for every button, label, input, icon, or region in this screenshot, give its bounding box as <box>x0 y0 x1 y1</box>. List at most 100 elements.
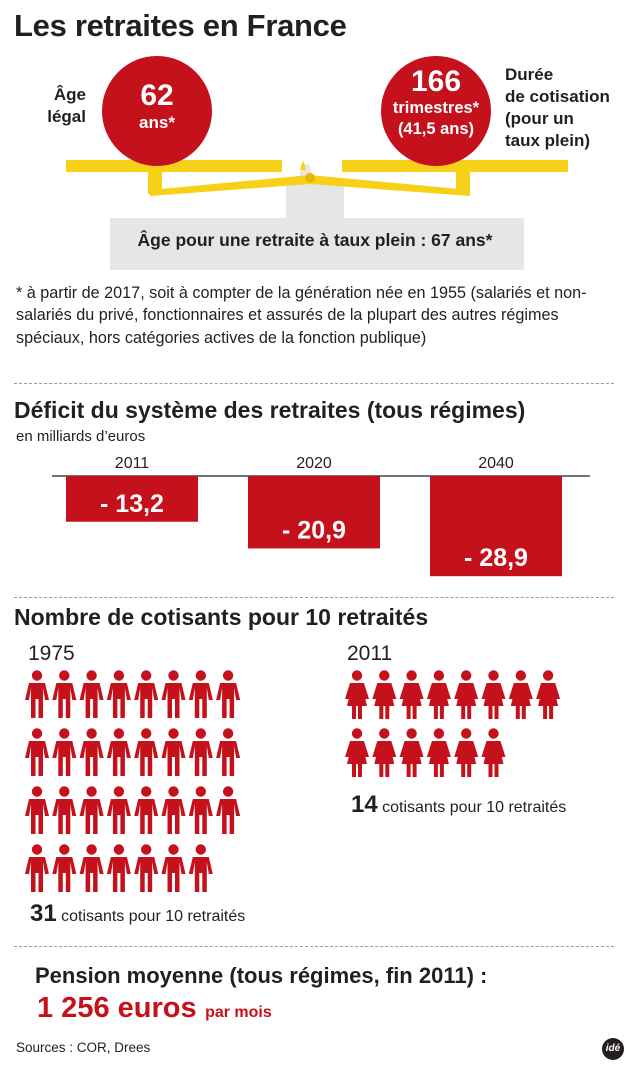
person-icon <box>79 844 104 892</box>
person-icon <box>426 728 451 777</box>
person-icon <box>372 728 397 777</box>
person-icon <box>161 786 186 834</box>
pension-title: Pension moyenne (tous régimes, fin 2011)… <box>35 963 488 988</box>
cotisants-1975-caption: 31 cotisants pour 10 retraités <box>30 900 245 928</box>
person-icon <box>134 844 159 892</box>
person-icon <box>79 728 104 776</box>
pension-unit: par mois <box>205 1004 272 1021</box>
cotisants-2011-count: 14 <box>351 791 378 818</box>
person-icon <box>106 844 131 892</box>
sources: Sources : COR, Drees <box>16 1040 151 1055</box>
age-unit: ans* <box>139 113 175 132</box>
age-label-line2: légal <box>47 107 86 126</box>
person-icon <box>79 786 104 834</box>
cotisants-2011-caption: 14 cotisants pour 10 retraités <box>351 791 566 819</box>
person-icon <box>216 670 241 718</box>
cotisation-value: 166 <box>410 65 462 98</box>
age-label-line1: Âge <box>53 85 86 104</box>
year-2011-label: 2011 <box>347 642 393 665</box>
cotisation-years: (41,5 ans) <box>397 120 475 138</box>
person-icon <box>216 728 241 776</box>
tick-label-2040: 2040 <box>478 455 514 472</box>
balance-stem <box>286 180 344 222</box>
person-icon <box>25 786 49 834</box>
age-legal-label: Âge légal <box>16 84 86 128</box>
deficit-bar-chart: 2011 - 13,2 2020 - 20,9 2040 - 28,9 <box>52 455 590 577</box>
bar-2020 <box>248 476 380 549</box>
duree-cotisation-label: Durée de cotisation (pour un taux plein) <box>505 64 610 152</box>
taux-plein-label: Âge pour une retraite à taux plein : 67 … <box>137 230 493 250</box>
duree-line1: Durée <box>505 65 554 84</box>
person-icon <box>454 670 479 719</box>
person-icon <box>481 728 506 777</box>
person-icon <box>161 670 186 718</box>
people-pictogram <box>25 670 561 892</box>
person-icon <box>25 844 49 892</box>
duree-line2: de cotisation <box>505 87 610 106</box>
divider <box>14 383 614 384</box>
person-icon <box>188 670 213 718</box>
balance-pointer-tip <box>300 160 306 170</box>
person-icon <box>25 670 49 718</box>
person-icon <box>399 728 424 777</box>
left-plate-foot <box>148 172 162 194</box>
person-icon <box>426 670 451 719</box>
person-icon <box>106 728 131 776</box>
data-label-2011: - 13,2 <box>100 490 164 518</box>
duree-line3: (pour un <box>505 109 574 128</box>
data-label-2020: - 20,9 <box>282 516 346 544</box>
cotisation-circle <box>381 56 491 166</box>
tick-label-2020: 2020 <box>296 455 332 472</box>
cotisants-1975-text: cotisants pour 10 retraités <box>61 908 246 925</box>
deficit-unit: en milliards d’euros <box>16 428 146 445</box>
person-icon <box>52 728 77 776</box>
person-icon <box>454 728 479 777</box>
divider <box>14 946 614 947</box>
person-icon <box>134 728 159 776</box>
person-icon <box>188 728 213 776</box>
person-icon <box>345 670 369 719</box>
pension-value: 1 256 euros par mois <box>37 992 272 1025</box>
right-plate <box>342 160 568 172</box>
cotisation-circle-text: 166 trimestres* (41,5 ans) <box>376 66 496 140</box>
left-plate <box>66 160 282 172</box>
page-title: Les retraites en France <box>14 8 347 43</box>
person-icon <box>52 786 77 834</box>
bar-2040 <box>430 476 562 577</box>
tick-label-2011: 2011 <box>115 455 150 472</box>
cotisants-1975-count: 31 <box>30 900 57 927</box>
person-icon <box>161 844 186 892</box>
right-plate-foot <box>456 172 470 194</box>
person-icon <box>106 786 131 834</box>
cotisants-2011-text: cotisants pour 10 retraités <box>382 799 567 816</box>
cotisation-unit: trimestres* <box>392 99 480 117</box>
beam-pivot <box>305 173 315 183</box>
person-icon <box>134 670 159 718</box>
person-icon <box>106 670 131 718</box>
bar-2011 <box>66 476 198 522</box>
person-icon <box>79 670 104 718</box>
age-value: 62 <box>140 79 174 112</box>
person-icon <box>345 728 369 777</box>
balance-illustration <box>66 56 568 270</box>
pension-amount: 1 256 euros <box>37 992 197 1024</box>
deficit-title: Déficit du système des retraites (tous r… <box>14 397 526 423</box>
person-icon <box>25 728 49 776</box>
person-icon <box>372 670 397 719</box>
person-icon <box>161 728 186 776</box>
age-circle-text: 62 ans* <box>102 80 212 134</box>
year-1975-label: 1975 <box>28 642 75 665</box>
person-icon <box>188 844 213 892</box>
person-icon <box>52 844 77 892</box>
cotisants-title: Nombre de cotisants pour 10 retraités <box>14 604 429 630</box>
ide-logo: idé <box>602 1038 624 1060</box>
person-icon <box>508 670 533 719</box>
person-icon <box>216 786 241 834</box>
person-icon <box>188 786 213 834</box>
divider <box>14 597 614 598</box>
balance-base <box>110 218 524 270</box>
age-circle <box>102 56 212 166</box>
duree-line4: taux plein) <box>505 131 591 150</box>
data-label-2040: - 28,9 <box>464 544 528 572</box>
person-icon <box>134 786 159 834</box>
